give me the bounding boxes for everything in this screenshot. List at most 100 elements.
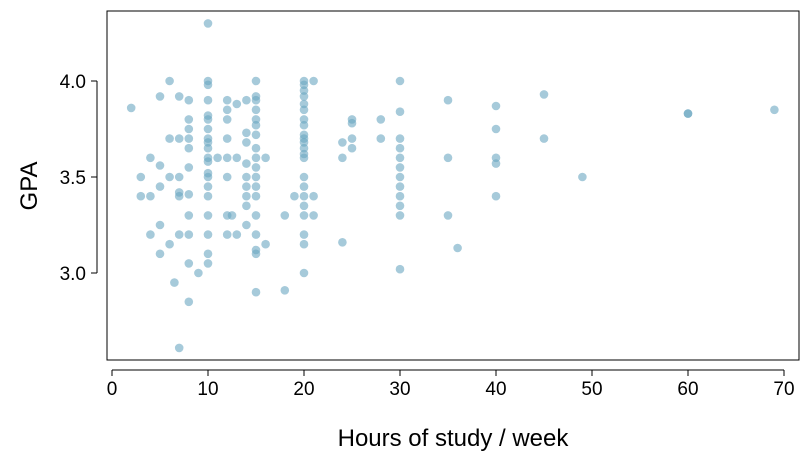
data-point — [280, 211, 290, 220]
data-point — [242, 138, 251, 147]
data-point — [491, 124, 501, 134]
data-point — [126, 103, 136, 113]
data-point — [174, 134, 184, 143]
data-point — [165, 134, 174, 143]
data-point — [443, 95, 453, 105]
data-point — [299, 268, 309, 278]
data-point — [155, 182, 165, 191]
data-point — [232, 99, 242, 109]
data-point — [222, 134, 232, 143]
data-point — [443, 153, 453, 163]
data-point — [165, 172, 174, 182]
data-point — [184, 230, 194, 239]
data-point — [395, 182, 405, 191]
data-point — [395, 153, 405, 163]
data-point — [174, 191, 184, 201]
data-point — [491, 159, 501, 168]
data-point — [251, 249, 261, 259]
data-point — [491, 191, 501, 201]
data-point — [184, 124, 194, 134]
y-tick-label: 4.0 — [60, 72, 86, 93]
data-point — [453, 243, 462, 253]
data-point — [395, 107, 405, 116]
data-point — [251, 191, 261, 201]
data-point — [395, 201, 405, 211]
x-axis-title: Hours of study / week — [338, 425, 570, 452]
data-point — [299, 153, 309, 163]
data-point — [376, 134, 386, 143]
data-point — [242, 95, 251, 105]
data-point — [203, 115, 213, 124]
data-point — [232, 230, 242, 239]
data-point — [222, 95, 232, 105]
data-point — [184, 163, 194, 172]
data-point — [395, 172, 405, 182]
data-point — [155, 220, 165, 230]
data-point — [299, 105, 309, 115]
data-point — [539, 90, 549, 99]
x-tick-label: 50 — [581, 379, 602, 400]
data-point — [251, 230, 261, 239]
data-point — [155, 249, 165, 259]
data-point — [347, 134, 357, 143]
data-point — [227, 211, 237, 220]
data-point — [395, 143, 405, 153]
data-point — [242, 220, 251, 230]
data-point — [338, 238, 347, 247]
data-point — [184, 95, 194, 105]
data-point — [203, 230, 213, 239]
data-point — [242, 128, 251, 138]
data-point — [683, 109, 693, 118]
data-point — [242, 182, 251, 191]
x-tick-label: 60 — [677, 379, 698, 400]
data-point — [203, 19, 213, 28]
data-point — [242, 191, 251, 201]
y-tick-label: 3.5 — [60, 168, 86, 189]
data-point — [251, 287, 261, 297]
data-point — [251, 143, 261, 153]
data-point — [338, 153, 347, 163]
data-point — [203, 80, 213, 90]
data-point — [174, 172, 184, 182]
data-point — [261, 153, 270, 163]
data-point — [203, 191, 213, 201]
data-point — [395, 163, 405, 172]
x-tick-label: 30 — [389, 379, 410, 400]
y-axis-title: GPA — [16, 162, 43, 211]
data-point — [578, 172, 587, 182]
data-point — [299, 92, 309, 101]
data-point — [242, 172, 251, 182]
data-point — [299, 211, 309, 220]
data-point — [170, 278, 179, 287]
data-point — [242, 201, 251, 211]
data-point — [174, 92, 184, 101]
data-point — [146, 153, 155, 163]
data-point — [203, 124, 213, 134]
data-point — [539, 134, 549, 143]
y-tick-label: 3.0 — [60, 264, 86, 285]
data-point — [395, 211, 405, 220]
data-point — [309, 211, 318, 220]
data-point — [155, 92, 165, 101]
x-axis: 0 10 20 30 40 50 60 70 — [107, 369, 795, 400]
data-point — [203, 157, 213, 166]
data-point — [222, 172, 232, 182]
data-point — [184, 297, 194, 307]
data-point — [222, 115, 232, 124]
y-axis: 3.0 3.5 4.0 — [60, 72, 98, 285]
data-point — [251, 163, 261, 172]
data-point — [222, 105, 232, 115]
data-point — [443, 211, 453, 220]
data-point — [203, 211, 213, 220]
data-point — [194, 268, 203, 278]
data-point — [165, 76, 174, 86]
data-point — [491, 101, 501, 111]
data-point — [395, 76, 405, 86]
x-tick-label: 40 — [485, 379, 506, 400]
data-point — [251, 105, 261, 115]
data-point — [251, 153, 261, 163]
data-point — [299, 201, 309, 211]
data-point — [299, 230, 309, 239]
data-point — [347, 118, 357, 128]
